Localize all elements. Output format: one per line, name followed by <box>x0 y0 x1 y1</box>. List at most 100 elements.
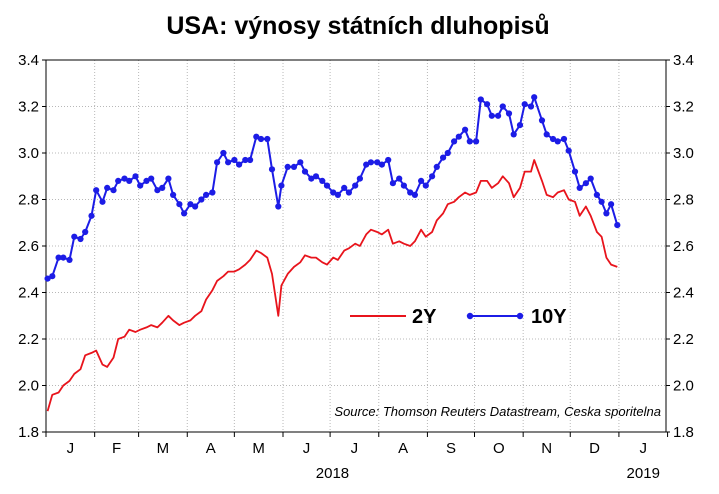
series-marker-10y <box>422 182 429 189</box>
y-tick-label-left: 2.0 <box>18 378 39 395</box>
y-tick-label-left: 2.6 <box>18 238 39 255</box>
source-note: Source: Thomson Reuters Datastream, Cesk… <box>334 404 661 419</box>
series-marker-10y <box>44 275 51 282</box>
series-marker-10y <box>385 156 392 164</box>
series-marker-10y <box>132 173 139 180</box>
series-marker-10y <box>455 133 462 140</box>
series-marker-10y <box>214 159 221 166</box>
x-month-label: J <box>67 440 75 457</box>
series-marker-10y <box>495 112 502 119</box>
y-tick-label-right: 3.4 <box>673 52 694 69</box>
x-month-label: A <box>206 440 216 457</box>
series-marker-10y <box>99 198 106 205</box>
series-marker-10y <box>499 103 506 110</box>
series-marker-10y <box>203 191 210 198</box>
x-month-label: J <box>639 440 647 457</box>
series-marker-10y <box>345 189 352 196</box>
series-marker-10y <box>187 201 194 208</box>
grid <box>46 60 666 432</box>
series-marker-10y <box>247 156 254 164</box>
series-marker-10y <box>170 191 177 198</box>
series-marker-10y <box>297 159 304 166</box>
series-marker-10y <box>527 103 535 110</box>
series-layer <box>44 94 621 412</box>
series-marker-10y <box>334 191 341 198</box>
x-month-label: J <box>351 440 359 457</box>
series-marker-10y <box>165 175 172 182</box>
series-marker-10y <box>582 180 590 187</box>
series-marker-10y <box>268 166 276 173</box>
series-marker-10y <box>356 175 363 182</box>
series-marker-10y <box>418 177 425 184</box>
legend-10y-label: 10Y <box>531 306 567 328</box>
series-marker-10y <box>93 187 100 194</box>
y-tick-label-left: 3.4 <box>18 52 39 69</box>
series-marker-10y <box>126 177 133 184</box>
legend-10y-marker-start <box>466 312 474 320</box>
x-year-label: 2018 <box>316 465 349 482</box>
series-marker-10y <box>181 210 188 217</box>
x-month-label: O <box>493 440 505 457</box>
series-marker-10y <box>367 159 374 166</box>
series-marker-10y <box>312 173 320 180</box>
series-marker-10y <box>323 182 331 189</box>
series-marker-10y <box>49 273 56 280</box>
series-marker-10y <box>560 135 568 143</box>
series-marker-10y <box>278 182 285 189</box>
series-marker-10y <box>473 138 480 145</box>
series-marker-10y <box>198 196 205 203</box>
y-tick-label-right: 3.2 <box>673 99 694 116</box>
series-marker-10y <box>220 149 227 157</box>
series-marker-10y <box>378 161 385 168</box>
series-line-10y <box>47 96 619 280</box>
x-month-label: F <box>112 440 121 457</box>
series-marker-10y <box>451 138 458 145</box>
series-marker-10y <box>121 175 128 182</box>
y-tick-label-left: 2.8 <box>18 192 39 209</box>
series-marker-10y <box>154 187 161 194</box>
series-marker-10y <box>598 198 605 205</box>
series-marker-10y <box>352 182 359 189</box>
series-marker-10y <box>319 177 326 184</box>
series-marker-10y <box>137 182 144 189</box>
series-marker-10y <box>521 101 528 108</box>
series-marker-10y <box>209 189 216 196</box>
series-marker-10y <box>510 131 517 138</box>
series-marker-10y <box>330 189 337 196</box>
series-marker-10y <box>400 182 407 189</box>
series-marker-10y <box>484 101 491 108</box>
series-marker-10y <box>587 175 594 182</box>
y-tick-label-left: 2.2 <box>18 331 39 348</box>
y-tick-label-right: 2.0 <box>673 378 694 395</box>
legend-2y-label: 2Y <box>412 306 437 328</box>
series-marker-10y <box>308 175 315 182</box>
series-marker-10y <box>88 212 95 219</box>
axes: 1.8 1.8 2.0 2.0 2.2 2.2 2.4 2.4 2.6 2.6 2.8 2.8 3.0 3… <box>18 52 694 482</box>
series-marker-10y <box>231 156 238 164</box>
series-marker-10y <box>608 201 615 208</box>
series-marker-10y <box>55 254 62 261</box>
x-month-label: S <box>446 440 456 457</box>
series-marker-10y <box>290 163 298 170</box>
series-marker-10y <box>576 184 583 191</box>
series-marker-10y <box>60 254 67 261</box>
series-marker-10y <box>242 156 249 164</box>
series-marker-10y <box>603 210 610 217</box>
series-marker-10y <box>477 96 484 103</box>
x-month-label: M <box>157 440 170 457</box>
series-marker-10y <box>192 203 199 210</box>
y-tick-label-left: 3.2 <box>18 99 39 116</box>
y-tick-label-left: 1.8 <box>18 424 39 441</box>
y-tick-label-right: 1.8 <box>673 424 694 441</box>
series-marker-10y <box>253 133 260 140</box>
series-marker-10y <box>275 203 282 210</box>
series-marker-10y <box>440 154 447 161</box>
series-marker-10y <box>593 191 601 198</box>
series-marker-10y <box>159 184 166 191</box>
series-marker-10y <box>531 94 538 101</box>
y-tick-label-right: 2.2 <box>673 331 694 348</box>
x-year-label: 2019 <box>627 465 660 482</box>
y-tick-label-left: 3.0 <box>18 145 39 162</box>
series-marker-10y <box>549 135 557 143</box>
y-tick-label-right: 2.4 <box>673 285 694 302</box>
